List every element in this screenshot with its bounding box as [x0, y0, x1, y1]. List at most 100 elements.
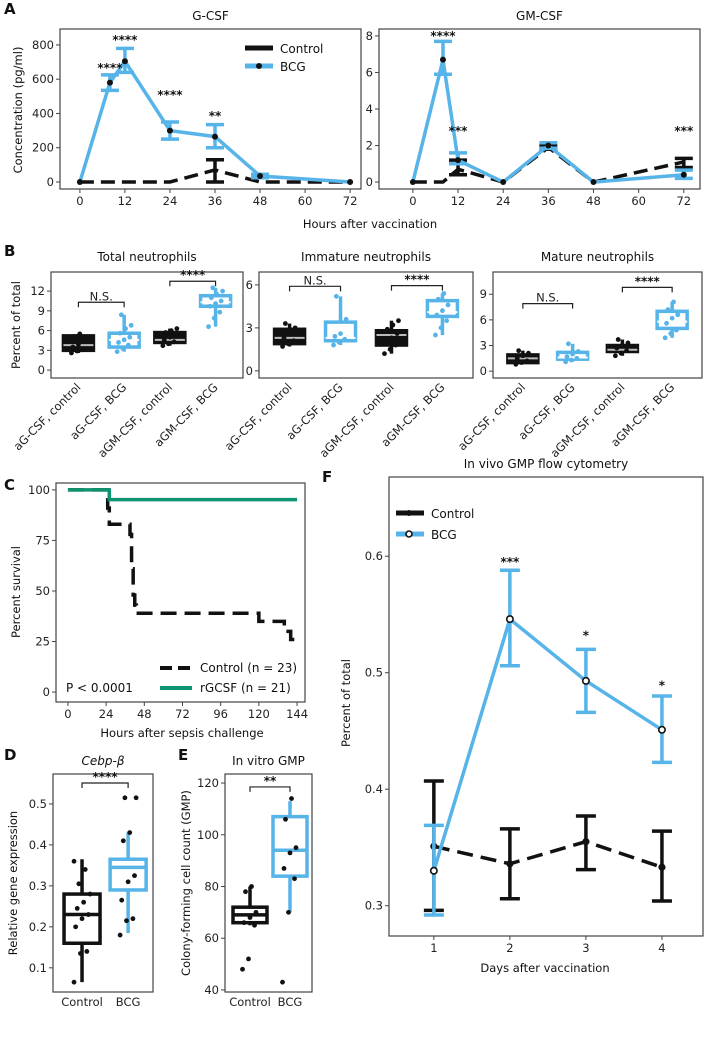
data-point [241, 920, 247, 926]
chart-title: Immature neutrophils [301, 250, 431, 264]
data-point [438, 325, 444, 331]
data-point [582, 838, 590, 846]
data-point [434, 312, 440, 318]
y-tick-label: 400 [32, 106, 54, 120]
data-point [84, 949, 90, 954]
x-tick-label: 48 [586, 194, 601, 208]
data-point [506, 860, 514, 868]
panel-label-c: C [4, 476, 15, 494]
data-point [505, 615, 514, 624]
significance-label: ** [209, 109, 222, 123]
data-point [71, 334, 77, 339]
data-point [389, 335, 394, 341]
data-point [342, 336, 348, 342]
y-tick-label: 0.5 [29, 797, 47, 811]
data-point [161, 337, 167, 343]
y-tick-label: 100 [28, 483, 50, 497]
data-point [76, 881, 82, 887]
data-point [435, 296, 441, 302]
data-point [338, 331, 343, 336]
significance-label: ** [264, 774, 277, 788]
data-point [208, 295, 214, 301]
data-point [675, 312, 681, 318]
category-label: BCG [116, 995, 141, 1009]
x-tick-label: 72 [676, 194, 691, 208]
p-value-label: P < 0.0001 [66, 681, 133, 695]
data-point [287, 850, 293, 856]
data-point [123, 326, 128, 332]
panel-label-e: E [178, 746, 188, 764]
series-line-control [433, 839, 663, 869]
legend-label-control: Control [280, 42, 323, 56]
y-tick-label: 0.6 [365, 549, 383, 563]
x-tick-label: 48 [137, 707, 152, 721]
data-point [127, 334, 133, 340]
y-tick-label: 25 [35, 635, 50, 649]
y-tick-label: 0 [366, 175, 373, 189]
data-point [291, 338, 297, 344]
y-tick-label: 8 [366, 29, 373, 43]
data-point [249, 884, 254, 889]
legend-label-control: Control [431, 507, 474, 521]
data-point [253, 909, 259, 915]
data-point [429, 866, 438, 875]
data-point [563, 359, 569, 365]
y-tick-label: 4 [366, 102, 373, 116]
significance-label: *** [500, 555, 520, 569]
significance-bracket [522, 303, 574, 309]
significance-label: N.S. [90, 289, 113, 303]
y-tick-label: 0.4 [29, 838, 47, 852]
data-point [71, 979, 77, 985]
category-label: BCG [278, 995, 303, 1009]
data-point [526, 350, 531, 356]
data-point [117, 932, 123, 938]
data-point [292, 876, 297, 882]
y-axis-label: Percent of total [339, 659, 353, 747]
x-axis-label: Days after vaccination [480, 961, 609, 975]
data-point [658, 863, 666, 871]
data-point [439, 56, 446, 63]
data-point [575, 349, 581, 354]
y-axis-label: Concentration (pg/ml) [11, 47, 25, 174]
data-point [625, 340, 631, 346]
data-point [166, 127, 173, 134]
data-point [293, 845, 299, 851]
data-point [332, 334, 338, 339]
significance-label: * [583, 628, 590, 642]
plot-frame [378, 28, 701, 190]
data-point [80, 347, 86, 353]
data-point [171, 339, 177, 345]
y-tick-label: 9 [38, 304, 45, 318]
y-tick-label: 3 [480, 339, 487, 353]
chart-title: In vitro GMP [232, 754, 305, 768]
data-point [282, 321, 288, 326]
x-tick-label: 0 [76, 194, 83, 208]
data-point [545, 142, 552, 149]
data-point [247, 915, 253, 920]
category-label: aG-CSF, control [11, 380, 84, 453]
y-tick-label: 0.4 [365, 782, 383, 796]
plot-frame [224, 773, 313, 993]
series-line-bcg [432, 616, 663, 872]
category-label: aG-CSF, control [222, 380, 295, 453]
legend-label-bcg: BCG [431, 528, 457, 542]
data-point [74, 348, 80, 354]
data-point [78, 951, 83, 956]
data-point [394, 331, 400, 336]
x-tick-label: 24 [99, 707, 114, 721]
x-tick-label: 96 [213, 707, 228, 721]
data-point [119, 897, 125, 903]
data-point [214, 291, 220, 297]
significance-label: * [659, 679, 666, 693]
x-tick-label: 12 [451, 194, 466, 208]
significance-bracket [288, 285, 342, 292]
data-point [390, 322, 396, 328]
x-tick-label: 24 [496, 194, 511, 208]
data-point [116, 340, 121, 345]
data-point [396, 318, 401, 324]
data-point [347, 178, 354, 185]
x-tick-label: 60 [631, 194, 646, 208]
data-point [133, 795, 139, 801]
significance-label: N.S. [536, 291, 559, 305]
data-point [513, 361, 519, 367]
